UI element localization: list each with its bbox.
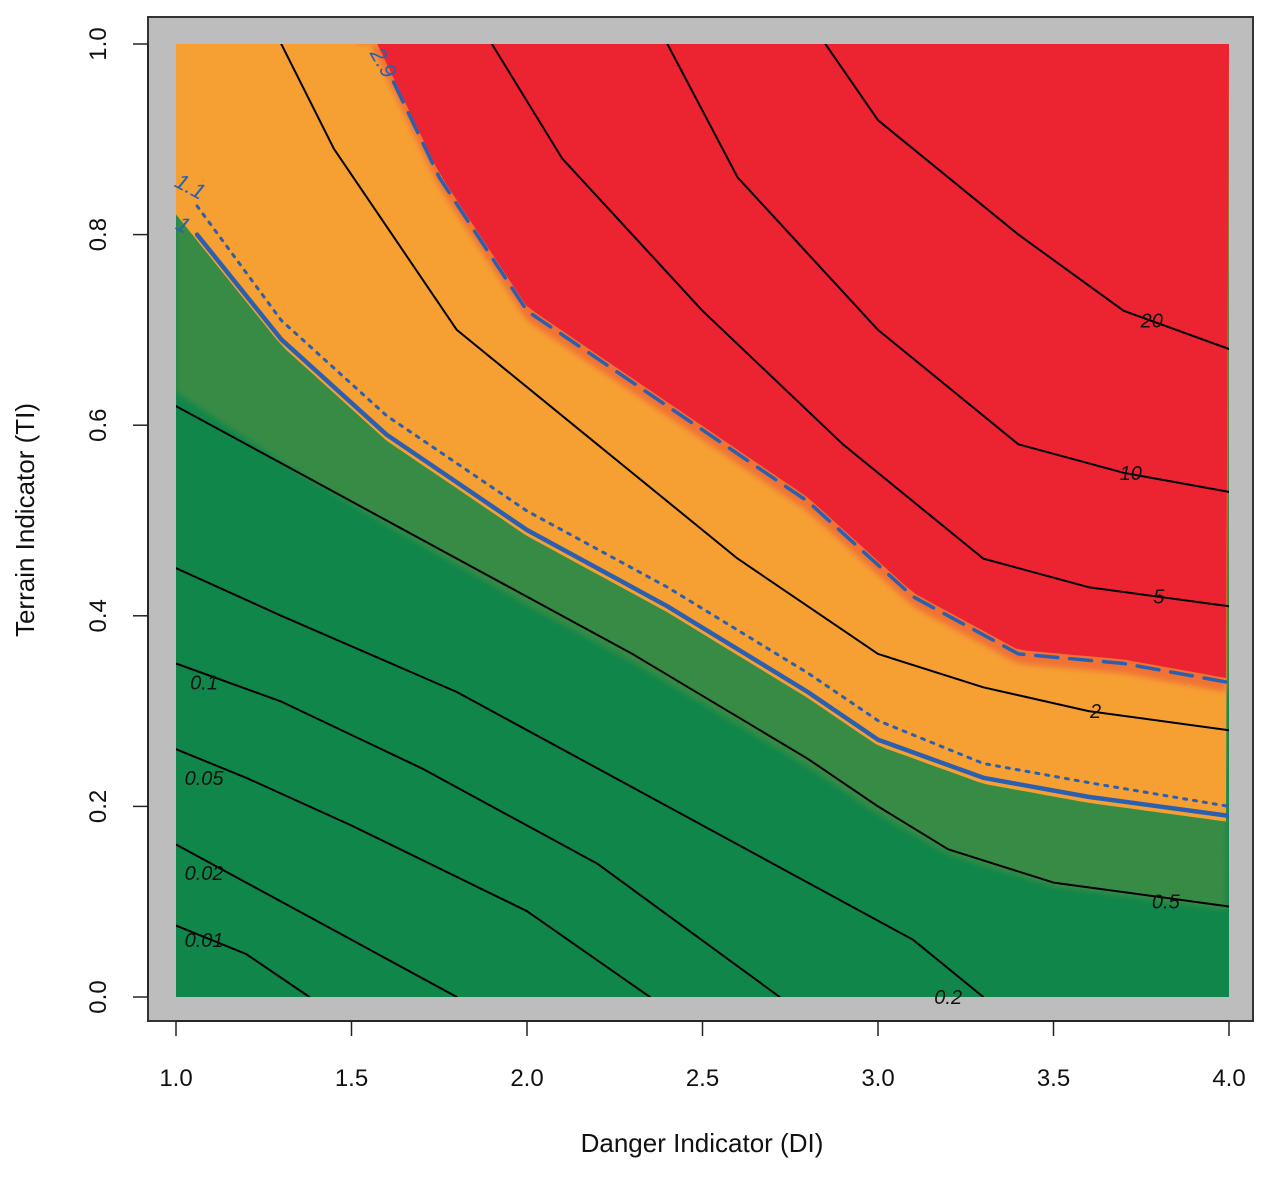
- contour-line-0.02: [176, 843, 458, 997]
- contour-label-5: 5: [1153, 587, 1165, 609]
- x-tick-label-2.5: 2.5: [686, 1065, 719, 1092]
- x-axis-title: Danger Indicator (DI): [581, 1128, 824, 1158]
- contour-line-0.05: [176, 748, 651, 997]
- contour-lines: [176, 44, 1229, 997]
- contour-label-0.01: 0.01: [185, 930, 224, 952]
- y-tick-label-1.0: 1.0: [85, 27, 112, 60]
- x-tick-label-3.5: 3.5: [1037, 1065, 1070, 1092]
- zone-red: [358, 44, 1229, 692]
- contour-label-0.2: 0.2: [934, 987, 962, 1009]
- x-tick-label-1.5: 1.5: [335, 1065, 368, 1092]
- x-tick-label-4.0: 4.0: [1212, 1065, 1245, 1092]
- x-axis: 1.0 1.5 2.0 2.5 3.0 3.5 4.0: [159, 1020, 1246, 1092]
- y-axis-title: Terrain Indicator (TI): [10, 403, 40, 637]
- red-core: [377, 44, 1229, 678]
- contour-line-1: [194, 232, 1229, 819]
- contour-line-2.9: [391, 80, 1229, 685]
- contour-line-2: [280, 44, 1229, 732]
- contour-line-10: [666, 44, 1229, 493]
- y-tick-label-0.0: 0.0: [85, 980, 112, 1013]
- y-tick-label-0.8: 0.8: [85, 218, 112, 251]
- contour-line-20: [824, 44, 1229, 350]
- contour-line-1.1: [195, 204, 1229, 808]
- contour-label-0.1: 0.1: [190, 673, 218, 695]
- y-axis: 0.0 0.2 0.4 0.6 0.8 1.0: [85, 27, 149, 1014]
- contour-label-2: 2: [1089, 701, 1101, 723]
- y-tick-label-0.6: 0.6: [85, 409, 112, 442]
- contour-label-0.5: 0.5: [1152, 892, 1181, 914]
- contour-line-0.01: [176, 924, 311, 997]
- y-tick-label-0.2: 0.2: [85, 790, 112, 823]
- contour-label-10: 10: [1120, 463, 1142, 485]
- contour-label-20: 20: [1140, 310, 1163, 332]
- x-tick-label-3.0: 3.0: [861, 1065, 894, 1092]
- x-tick-label-2.0: 2.0: [510, 1065, 543, 1092]
- contour-line-0.1: [176, 662, 781, 997]
- contour-line-0.2: [176, 567, 985, 997]
- contour-label-0.05: 0.05: [185, 768, 225, 790]
- x-tick-label-1.0: 1.0: [159, 1065, 192, 1092]
- contour-line-5: [490, 44, 1229, 608]
- y-tick-label-0.4: 0.4: [85, 599, 112, 632]
- contour-label-0.02: 0.02: [185, 863, 224, 885]
- contour-line-0.5: [176, 405, 1229, 908]
